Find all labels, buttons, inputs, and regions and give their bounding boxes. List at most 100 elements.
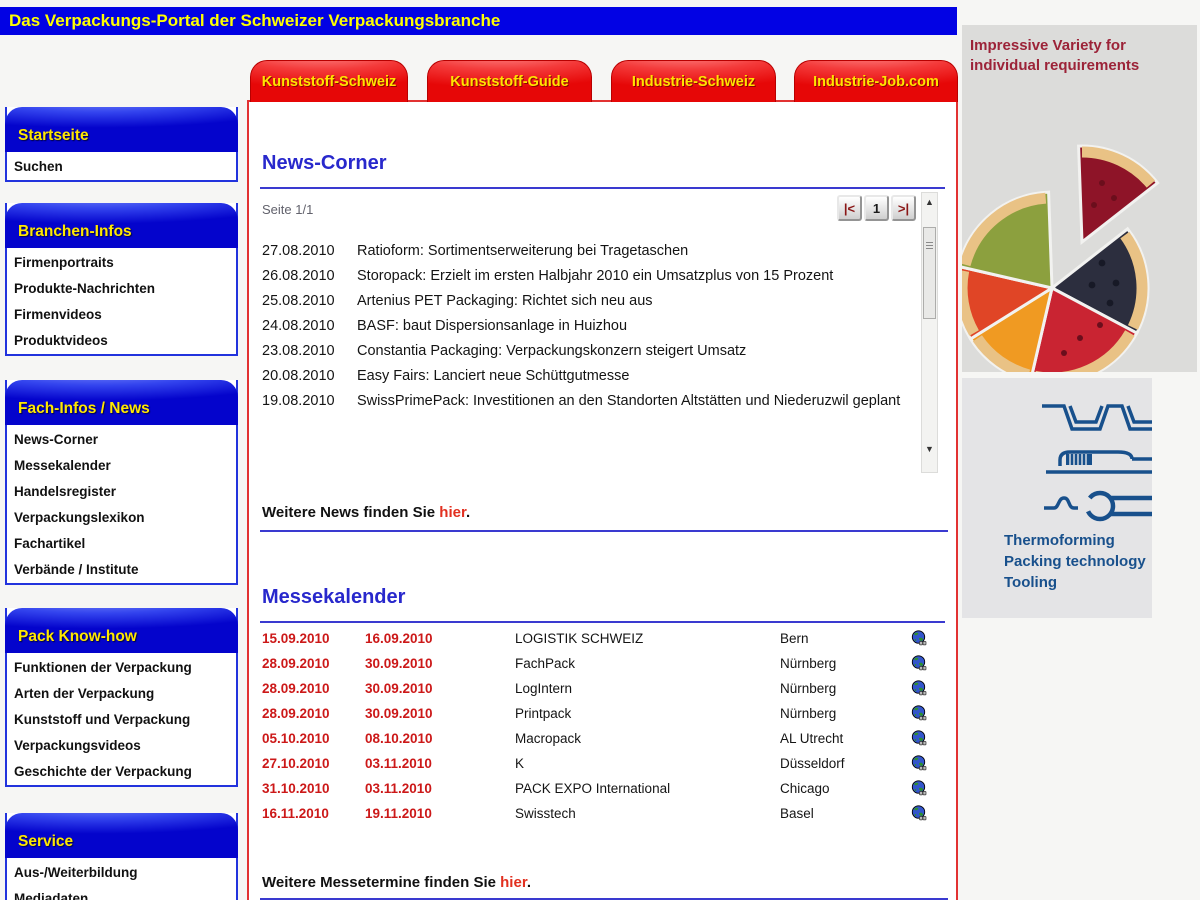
scroll-up-icon[interactable]: ▲ — [925, 197, 934, 207]
tab-industrie-schweiz[interactable]: Industrie-Schweiz — [611, 60, 776, 102]
tab-industrie-job[interactable]: Industrie-Job.com — [794, 60, 958, 102]
ad-headline-line1: Impressive Variety for — [970, 37, 1126, 54]
sidebar-item-mediadaten[interactable]: Mediadaten — [14, 891, 89, 900]
sidebar-item-news-corner[interactable]: News-Corner — [14, 432, 99, 447]
sidebar-section-fach-infos-news: Fach-Infos / News News-Corner Messekalen… — [5, 380, 238, 585]
site-title: Das Verpackungs-Portal der Schweizer Ver… — [9, 11, 501, 30]
fair-city: Düsseldorf — [780, 756, 845, 771]
news-row[interactable]: 24.08.2010 BASF: baut Dispersionsanlage … — [262, 314, 907, 339]
sidebar-item-aus-weiterbildung[interactable]: Aus-/Weiterbildung — [14, 865, 138, 880]
ad-headline: Impressive Variety for individual requir… — [970, 36, 1139, 76]
scrollbar-grip-icon — [926, 242, 933, 249]
fair-row[interactable]: 05.10.2010 08.10.2010 Macropack AL Utrec… — [262, 726, 952, 751]
fair-name: PACK EXPO International — [515, 781, 671, 796]
news-scrollbar[interactable]: ▲ ▼ — [921, 192, 938, 473]
news-row[interactable]: 26.08.2010 Storopack: Erzielt im ersten … — [262, 264, 907, 289]
tooling-wrench-icon — [1044, 490, 1152, 522]
news-row[interactable]: 23.08.2010 Constantia Packaging: Verpack… — [262, 339, 907, 364]
sidebar-item-produkte-nachrichten[interactable]: Produkte-Nachrichten — [14, 281, 156, 296]
globe-link-icon[interactable] — [908, 730, 930, 747]
pagination-page-button[interactable]: 1 — [864, 195, 889, 221]
divider — [260, 621, 945, 623]
more-news-link[interactable]: hier — [439, 504, 466, 521]
messekalender-heading: Messekalender — [262, 586, 406, 608]
globe-link-icon[interactable] — [908, 780, 930, 797]
news-corner-heading: News-Corner — [262, 152, 387, 174]
globe-link-icon[interactable] — [908, 805, 930, 822]
news-date: 19.08.2010 — [262, 393, 335, 409]
globe-link-icon[interactable] — [908, 705, 930, 722]
news-headline[interactable]: Constantia Packaging: Verpackungskonzern… — [357, 343, 747, 359]
tab-label: Industrie-Job.com — [813, 73, 939, 90]
news-row[interactable]: 20.08.2010 Easy Fairs: Lanciert neue Sch… — [262, 364, 907, 389]
globe-link-icon[interactable] — [908, 655, 930, 672]
more-fairs-link[interactable]: hier — [500, 874, 527, 891]
news-date: 23.08.2010 — [262, 343, 335, 359]
sidebar-item-arten-der-verpackung[interactable]: Arten der Verpackung — [14, 686, 155, 701]
news-headline[interactable]: Storopack: Erzielt im ersten Halbjahr 20… — [357, 268, 834, 284]
tab-kunststoff-schweiz[interactable]: Kunststoff-Schweiz — [250, 60, 408, 102]
news-row[interactable]: 19.08.2010 SwissPrimePack: Investitionen… — [262, 389, 907, 414]
news-headline[interactable]: Artenius PET Packaging: Richtet sich neu… — [357, 293, 653, 309]
sidebar-item-fachartikel[interactable]: Fachartikel — [14, 536, 86, 551]
fair-name: Swisstech — [515, 806, 576, 821]
scroll-down-icon[interactable]: ▼ — [925, 444, 934, 454]
sidebar-item-kunststoff-und-verpackung[interactable]: Kunststoff und Verpackung — [14, 712, 191, 727]
sidebar-item-funktionen-der-verpackung[interactable]: Funktionen der Verpackung — [14, 660, 192, 675]
fair-name: LOGISTIK SCHWEIZ — [515, 631, 644, 646]
fair-row[interactable]: 16.11.2010 19.11.2010 Swisstech Basel — [262, 801, 952, 826]
pagination-last-button[interactable]: >| — [891, 195, 916, 221]
sidebar-item-geschichte-der-verpackung[interactable]: Geschichte der Verpackung — [14, 764, 192, 779]
ad-headline-line2: individual requirements — [970, 57, 1140, 74]
fair-row[interactable]: 31.10.2010 03.11.2010 PACK EXPO Internat… — [262, 776, 952, 801]
fair-start-date: 31.10.2010 — [262, 781, 330, 796]
more-fairs-line: Weitere Messetermine finden Sie hier. — [262, 874, 531, 891]
main-content: News-Corner Seite 1/1 |< 1 >| ▲ ▼ 27.08.… — [247, 100, 958, 900]
ad-thermoforming[interactable]: Thermoforming Packing technology Tooling — [962, 378, 1152, 618]
sidebar-item-verpackungslexikon[interactable]: Verpackungslexikon — [14, 510, 145, 525]
sidebar-section-pack-know-how: Pack Know-how Funktionen der Verpackung … — [5, 608, 238, 787]
globe-link-icon[interactable] — [908, 755, 930, 772]
fair-row[interactable]: 15.09.2010 16.09.2010 LOGISTIK SCHWEIZ B… — [262, 626, 952, 651]
sidebar-item-messekalender[interactable]: Messekalender — [14, 458, 111, 473]
sidebar-item-verbaende-institute[interactable]: Verbände / Institute — [14, 562, 139, 577]
divider — [260, 898, 948, 900]
fair-row[interactable]: 27.10.2010 03.11.2010 K Düsseldorf — [262, 751, 952, 776]
news-date: 26.08.2010 — [262, 268, 335, 284]
page-indicator: Seite 1/1 — [262, 202, 314, 217]
sidebar-item-verpackungsvideos[interactable]: Verpackungsvideos — [14, 738, 141, 753]
globe-link-icon[interactable] — [908, 630, 930, 647]
fair-row[interactable]: 28.09.2010 30.09.2010 FachPack Nürnberg — [262, 651, 952, 676]
pagination-first-button[interactable]: |< — [837, 195, 862, 221]
news-pagination: |< 1 >| — [837, 195, 916, 221]
scrollbar-thumb[interactable] — [923, 227, 936, 319]
fair-end-date: 03.11.2010 — [365, 781, 432, 796]
fair-name: LogIntern — [515, 681, 573, 696]
ad-impressive-variety[interactable]: Impressive Variety for individual requir… — [962, 25, 1197, 372]
sidebar-item-suchen[interactable]: Suchen — [14, 159, 63, 174]
divider — [260, 530, 948, 532]
news-headline[interactable]: Easy Fairs: Lanciert neue Schüttgutmesse — [357, 368, 630, 384]
divider — [260, 187, 945, 189]
tab-kunststoff-guide[interactable]: Kunststoff-Guide — [427, 60, 592, 102]
news-row[interactable]: 25.08.2010 Artenius PET Packaging: Richt… — [262, 289, 907, 314]
fair-end-date: 30.09.2010 — [365, 706, 433, 721]
fair-start-date: 05.10.2010 — [262, 731, 330, 746]
sidebar-item-handelsregister[interactable]: Handelsregister — [14, 484, 117, 499]
fair-row[interactable]: 28.09.2010 30.09.2010 LogIntern Nürnberg — [262, 676, 952, 701]
news-headline[interactable]: Ratioform: Sortimentserweiterung bei Tra… — [357, 243, 689, 259]
sidebar-item-firmenvideos[interactable]: Firmenvideos — [14, 307, 102, 322]
tab-label: Kunststoff-Schweiz — [261, 73, 397, 90]
fair-start-date: 15.09.2010 — [262, 631, 330, 646]
fair-start-date: 28.09.2010 — [262, 681, 330, 696]
sidebar-item-produktvideos[interactable]: Produktvideos — [14, 333, 108, 348]
fair-row[interactable]: 28.09.2010 30.09.2010 Printpack Nürnberg — [262, 701, 952, 726]
ad-service-thermoforming: Thermoforming — [1004, 532, 1115, 549]
news-headline[interactable]: SwissPrimePack: Investitionen an den Sta… — [357, 393, 901, 409]
sidebar-item-firmenportraits[interactable]: Firmenportraits — [14, 255, 114, 270]
globe-link-icon[interactable] — [908, 680, 930, 697]
news-row[interactable]: 27.08.2010 Ratioform: Sortimentserweiter… — [262, 239, 907, 264]
fair-end-date: 30.09.2010 — [365, 656, 433, 671]
news-headline[interactable]: BASF: baut Dispersionsanlage in Huizhou — [357, 318, 628, 334]
